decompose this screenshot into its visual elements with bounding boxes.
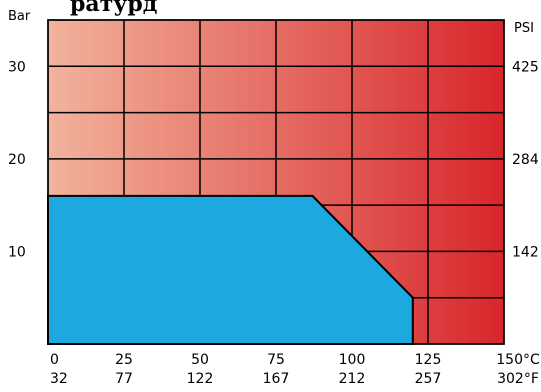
plot-frame (47, 19, 505, 345)
left-unit-label: Bar (8, 9, 31, 24)
x-celsius-tick-label: 0 (50, 352, 59, 368)
y-psi-tick-label: 284 (512, 152, 539, 168)
title-fragment: ратурд (70, 0, 157, 17)
x-celsius-tick-label: 150°C (496, 352, 540, 368)
x-celsius-tick-label: 25 (115, 352, 133, 368)
x-fahrenheit-tick-label: 167 (263, 371, 290, 387)
x-celsius-tick-label: 50 (191, 352, 209, 368)
x-fahrenheit-tick-label: 212 (339, 371, 366, 387)
y-psi-tick-label: 142 (512, 244, 539, 260)
right-unit-label: PSI (514, 21, 534, 36)
y-bar-tick-label: 30 (8, 59, 26, 75)
x-fahrenheit-tick-label: 32 (50, 371, 68, 387)
y-bar-tick-label: 20 (8, 152, 26, 168)
x-celsius-tick-label: 75 (267, 352, 285, 368)
x-celsius-tick-label: 100 (339, 352, 366, 368)
y-psi-tick-label: 425 (512, 59, 539, 75)
y-bar-tick-label: 10 (8, 244, 26, 260)
axis-labels: Bar PSI 10 20 30 142 284 425 0 32 25 77 50 122 75 167 10… (8, 9, 540, 387)
x-fahrenheit-tick-label: 77 (115, 371, 133, 387)
x-celsius-tick-label: 125 (415, 352, 442, 368)
x-fahrenheit-tick-label: 122 (187, 371, 214, 387)
x-fahrenheit-tick-label: 257 (415, 371, 442, 387)
x-fahrenheit-tick-label: 302°F (497, 371, 539, 387)
